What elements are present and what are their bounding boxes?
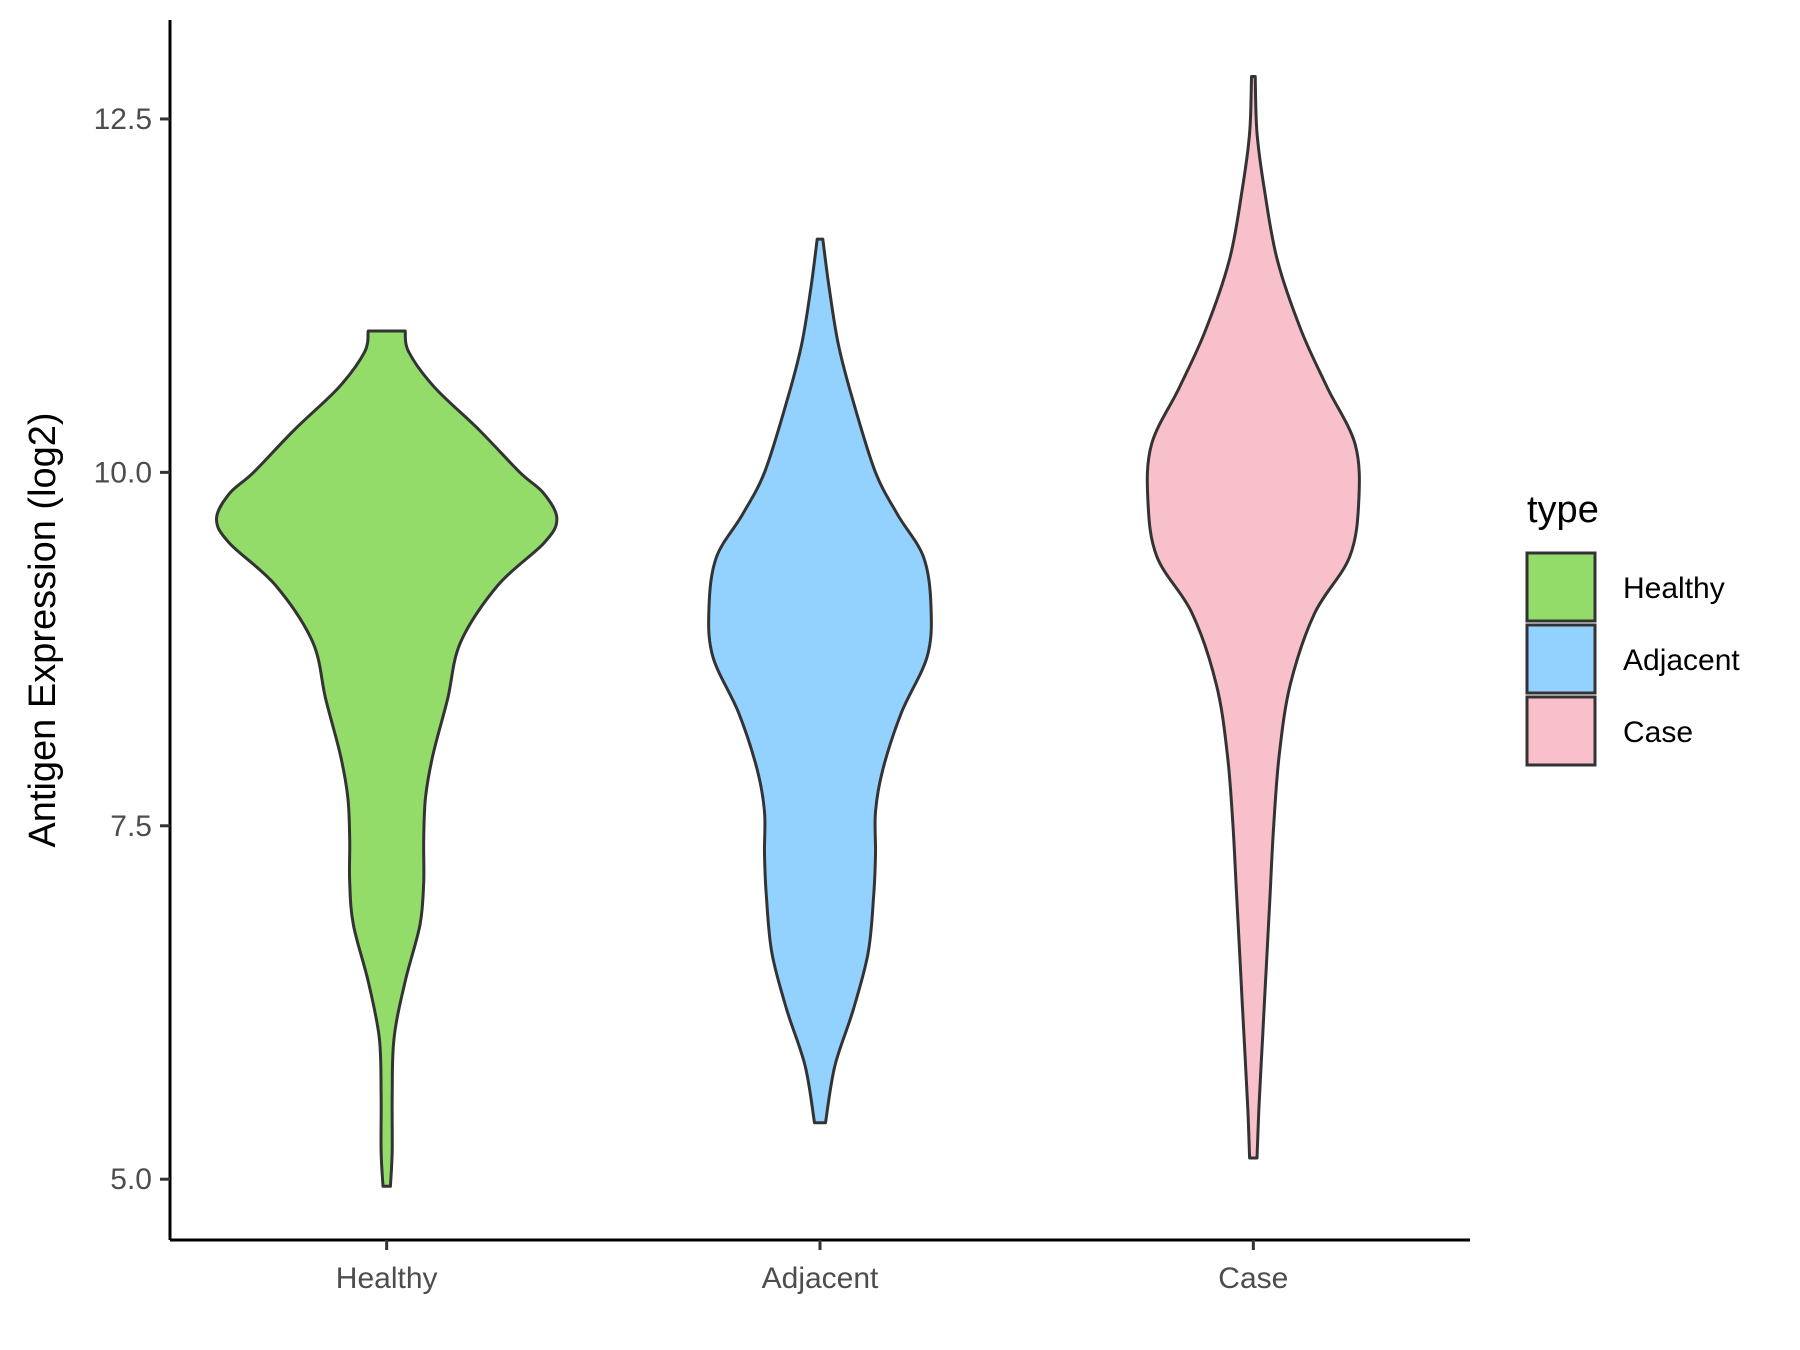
legend-title: type: [1527, 489, 1599, 531]
y-tick-label: 10.0: [94, 456, 152, 489]
x-tick-label: Case: [1218, 1262, 1288, 1295]
legend-key-healthy: [1525, 551, 1597, 623]
legend-label: Adjacent: [1623, 644, 1740, 677]
violin-case: [1145, 75, 1361, 1160]
x-axis-ticks: Healthy Adjacent Case: [336, 1240, 1288, 1295]
legend-key-case: [1525, 695, 1597, 767]
violin-adjacent: [707, 237, 933, 1125]
y-axis-ticks: 5.0 7.5 10.0 12.5: [94, 103, 170, 1196]
violin-layer: [215, 75, 1361, 1188]
y-tick-label: 12.5: [94, 103, 152, 136]
y-axis-title: Antigen Expression (log2): [22, 412, 64, 847]
y-tick-label: 7.5: [110, 810, 152, 843]
legend-key-adjacent: [1525, 623, 1597, 695]
y-tick-label: 5.0: [110, 1163, 152, 1196]
legend: type Healthy Adjacent Case: [1525, 489, 1740, 767]
x-tick-label: Adjacent: [762, 1262, 879, 1295]
x-tick-label: Healthy: [336, 1262, 438, 1295]
legend-label: Healthy: [1623, 572, 1725, 605]
violin-healthy: [215, 329, 559, 1188]
legend-label: Case: [1623, 716, 1693, 749]
